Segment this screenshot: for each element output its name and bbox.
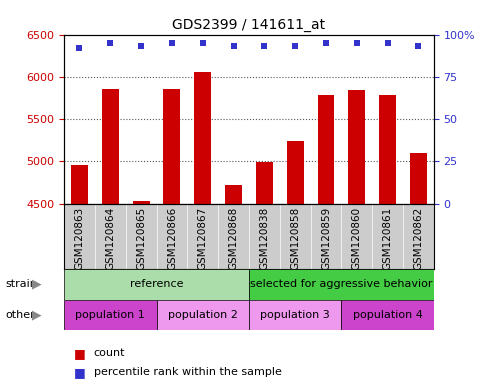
Bar: [225, 185, 242, 204]
Bar: [341, 300, 434, 330]
Point: [322, 40, 330, 46]
Point: [260, 43, 268, 50]
Text: percentile rank within the sample: percentile rank within the sample: [94, 367, 282, 377]
Text: population 4: population 4: [352, 310, 423, 320]
Text: GSM120866: GSM120866: [167, 207, 177, 270]
Point: [106, 40, 114, 46]
Text: selected for aggressive behavior: selected for aggressive behavior: [250, 279, 433, 289]
Text: population 2: population 2: [168, 310, 238, 320]
Text: other: other: [5, 310, 35, 320]
Text: GSM120860: GSM120860: [352, 207, 362, 270]
Bar: [249, 269, 434, 300]
Text: GSM120867: GSM120867: [198, 207, 208, 270]
Text: count: count: [94, 348, 125, 358]
Point: [291, 43, 299, 50]
Bar: [157, 300, 249, 330]
Text: GSM120861: GSM120861: [383, 207, 392, 270]
Text: ■: ■: [74, 366, 86, 379]
Text: GSM120858: GSM120858: [290, 207, 300, 270]
Text: ▶: ▶: [32, 278, 42, 291]
Bar: [64, 269, 249, 300]
Point: [384, 40, 391, 46]
Title: GDS2399 / 141611_at: GDS2399 / 141611_at: [173, 18, 325, 32]
Text: strain: strain: [5, 279, 37, 289]
Bar: [349, 90, 365, 204]
Bar: [194, 72, 211, 204]
Bar: [164, 89, 180, 204]
Bar: [317, 94, 334, 204]
Text: GSM120865: GSM120865: [136, 207, 146, 270]
Text: GSM120859: GSM120859: [321, 207, 331, 270]
Point: [353, 40, 361, 46]
Bar: [102, 89, 119, 204]
Point: [137, 43, 145, 50]
Point: [75, 45, 83, 51]
Bar: [410, 153, 427, 204]
Text: reference: reference: [130, 279, 183, 289]
Text: ▶: ▶: [32, 308, 42, 321]
Bar: [287, 141, 304, 204]
Text: GSM120838: GSM120838: [259, 207, 269, 270]
Bar: [133, 201, 149, 204]
Bar: [71, 165, 88, 204]
Point: [168, 40, 176, 46]
Bar: [256, 162, 273, 204]
Text: GSM120862: GSM120862: [414, 207, 423, 270]
Point: [199, 40, 207, 46]
Bar: [64, 300, 157, 330]
Point: [415, 43, 423, 50]
Text: GSM120863: GSM120863: [74, 207, 84, 270]
Text: population 3: population 3: [260, 310, 330, 320]
Text: GSM120864: GSM120864: [106, 207, 115, 270]
Bar: [379, 94, 396, 204]
Text: population 1: population 1: [75, 310, 145, 320]
Bar: [249, 300, 341, 330]
Point: [230, 43, 238, 50]
Text: GSM120868: GSM120868: [229, 207, 239, 270]
Text: ■: ■: [74, 347, 86, 360]
